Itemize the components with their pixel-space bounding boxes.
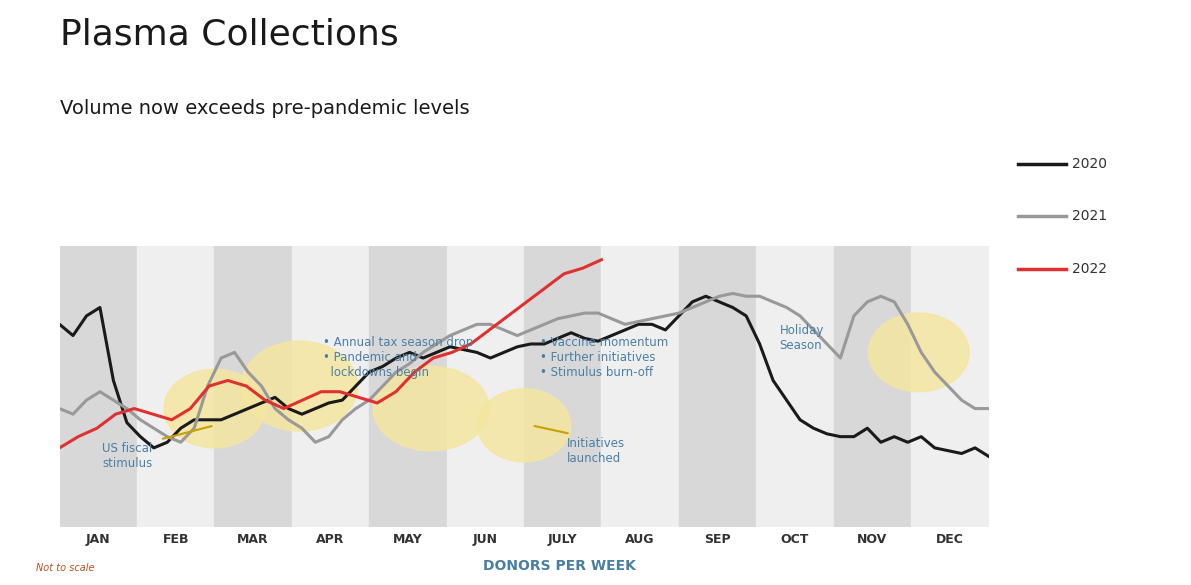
Ellipse shape: [868, 313, 969, 392]
Ellipse shape: [164, 369, 264, 448]
Bar: [834, 246, 911, 526]
Text: • Vaccine momentum
• Further initiatives
• Stimulus burn-off: • Vaccine momentum • Further initiatives…: [540, 336, 668, 378]
Text: Holiday
Season: Holiday Season: [780, 324, 824, 352]
Bar: [524, 246, 601, 526]
Text: 2021: 2021: [1072, 209, 1106, 223]
Text: Plasma Collections: Plasma Collections: [60, 18, 398, 51]
Ellipse shape: [478, 389, 570, 462]
Bar: [679, 246, 756, 526]
Text: • Annual tax season drop
• Pandemic and
  lockdowns begin: • Annual tax season drop • Pandemic and …: [323, 336, 473, 378]
Bar: [137, 246, 214, 526]
Text: DONORS PER WEEK: DONORS PER WEEK: [484, 559, 636, 573]
Bar: [369, 246, 447, 526]
Text: 2022: 2022: [1072, 262, 1106, 276]
Bar: [911, 246, 989, 526]
Text: US fiscal
stimulus: US fiscal stimulus: [102, 442, 152, 470]
Text: Initiatives
launched: Initiatives launched: [567, 436, 625, 464]
Text: 2020: 2020: [1072, 157, 1106, 171]
Bar: [60, 246, 137, 526]
Text: Volume now exceeds pre-pandemic levels: Volume now exceeds pre-pandemic levels: [60, 99, 469, 118]
Bar: [601, 246, 679, 526]
Ellipse shape: [242, 341, 357, 431]
Bar: [756, 246, 834, 526]
Bar: [292, 246, 369, 526]
Bar: [214, 246, 292, 526]
Ellipse shape: [373, 366, 490, 450]
Text: Not to scale: Not to scale: [36, 563, 94, 573]
Bar: [447, 246, 524, 526]
